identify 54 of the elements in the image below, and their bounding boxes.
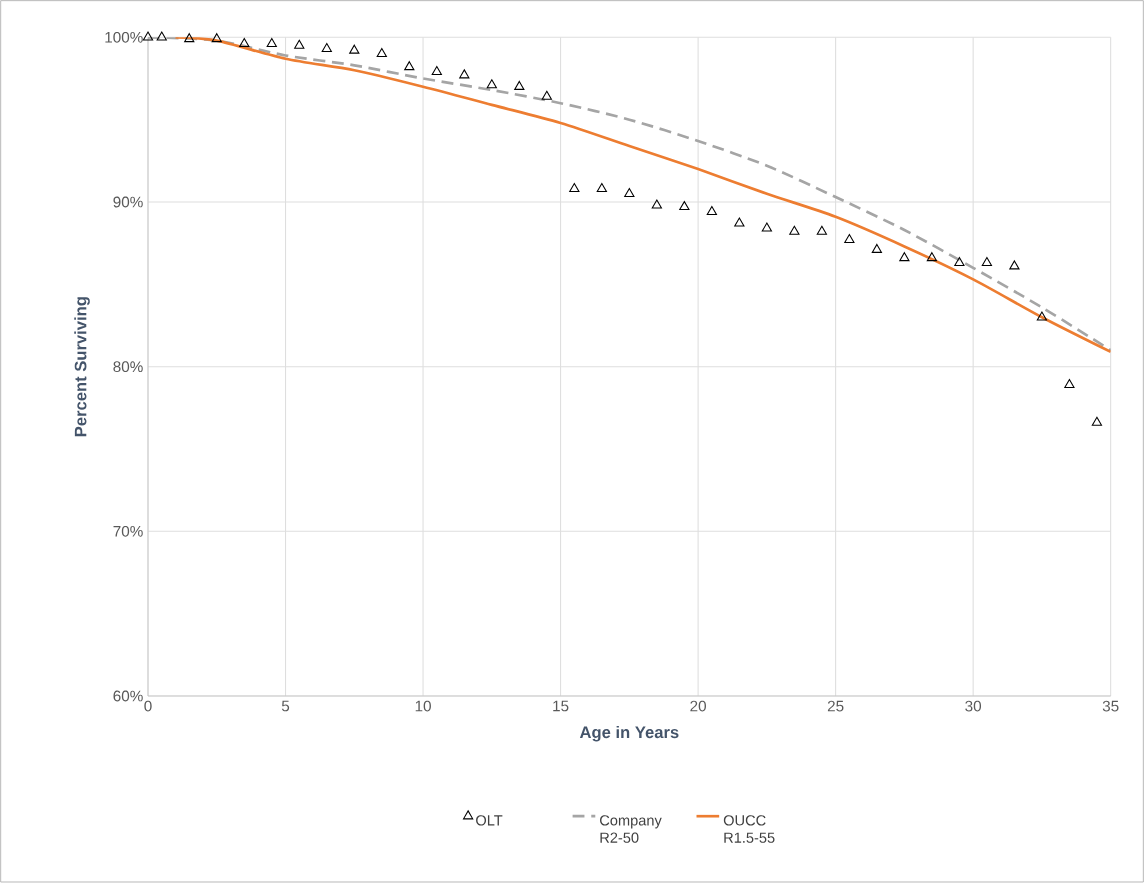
y-axis-title: Percent Surviving [74,297,90,437]
point [1036,311,1048,321]
x-tick-label: 10 [415,700,431,712]
point [899,252,910,262]
point [184,33,195,43]
point [761,222,772,232]
y-tick-label: 80% [113,361,143,373]
point [514,81,525,91]
point [954,257,965,267]
y-tick-label: 60% [113,690,143,702]
point [321,43,332,53]
point [541,90,552,100]
point [266,38,277,48]
x-tick-label: 5 [281,700,290,712]
point [734,217,745,227]
point [1009,260,1020,270]
y-tick-label: 70% [113,526,143,537]
point [1064,379,1075,389]
point [1091,416,1103,426]
x-tick-label: 15 [553,700,569,712]
point [569,183,580,193]
y-tick-label: 90% [113,196,143,208]
legend-label: Company R2-50 [600,815,662,843]
x-tick-label: 0 [144,700,152,712]
legend-label: OLT [476,815,503,826]
point [844,234,855,244]
point [294,39,305,49]
point [981,257,993,267]
x-tick-label: 30 [965,700,982,712]
legend-label: OUCC R1.5-55 [723,815,775,843]
point [142,31,154,41]
x-axis-title: Age in Years [579,726,679,742]
point [459,69,470,79]
point [789,225,800,235]
point [679,201,690,211]
point [706,206,717,216]
point [239,38,250,48]
x-tick-label: 20 [690,700,706,712]
point [211,33,222,43]
point [349,44,360,54]
point [596,183,607,193]
x-tick-label: 25 [827,700,844,712]
point [404,61,415,71]
point [376,48,387,58]
point [624,188,635,198]
point [816,225,827,235]
point [431,66,442,76]
point [156,31,167,41]
point [871,244,883,254]
point [486,79,497,89]
x-tick-label: 35 [1102,700,1119,712]
point [926,252,938,262]
y-tick-label: 100% [105,32,143,43]
point [651,199,662,209]
